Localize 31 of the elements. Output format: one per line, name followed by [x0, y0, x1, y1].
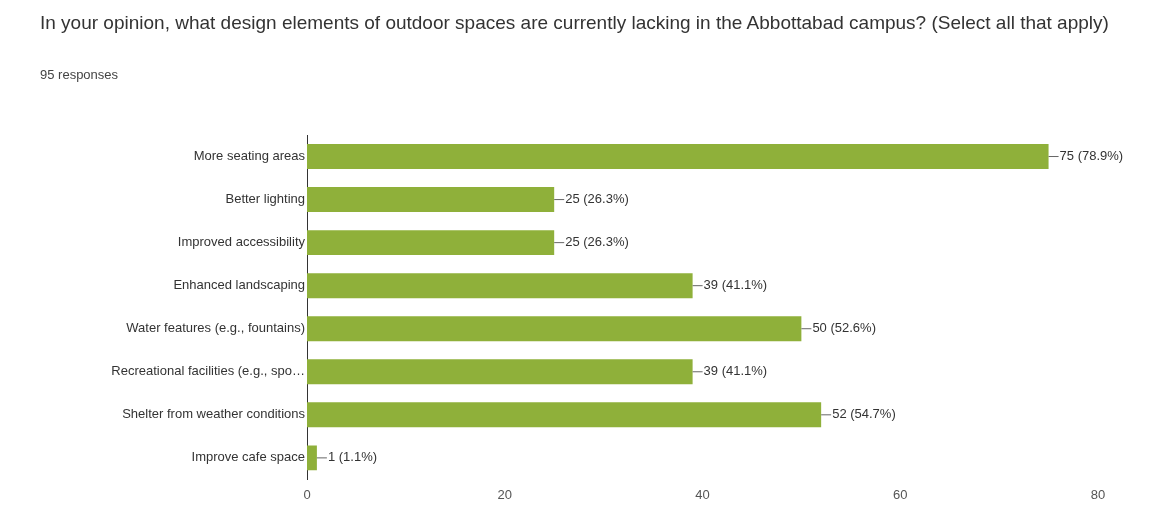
x-tick-label: 0	[303, 486, 311, 502]
bar	[307, 273, 693, 299]
bar	[307, 144, 1049, 170]
x-tick-label: 80	[1090, 486, 1106, 502]
data-label: 50 (52.6%)	[812, 320, 876, 336]
y-tick-label: Improved accessibility	[177, 234, 306, 250]
y-tick-label: Recreational facilities (e.g., spo…	[111, 363, 305, 379]
data-label: 39 (41.1%)	[703, 277, 768, 293]
y-tick-label: Improve cafe space	[191, 449, 305, 465]
x-tick-label: 20	[497, 486, 512, 502]
bar	[307, 316, 802, 342]
text: 95 responses	[40, 67, 119, 82]
x-tick-label: 60	[893, 486, 908, 502]
x-tick-label: 40	[695, 486, 710, 502]
y-tick-label: Better lighting	[225, 191, 305, 207]
y-tick-label: Shelter from weather conditions	[122, 406, 306, 422]
y-tick-label: Enhanced landscaping	[173, 277, 305, 293]
data-label: 75 (78.9%)	[1059, 148, 1124, 164]
data-label: 1 (1.1%)	[327, 449, 378, 465]
y-tick-label: More seating areas	[193, 148, 306, 164]
y-tick-label: Water features (e.g., fountains)	[126, 320, 305, 336]
bar	[307, 359, 693, 385]
bar	[307, 230, 555, 256]
data-label: 52 (54.7%)	[832, 406, 896, 422]
bar	[307, 445, 317, 471]
data-label: 25 (26.3%)	[565, 191, 629, 207]
chart-title: In your opinion, what design elements of outdoor spaces are currently lacking in the Abbottabad campus? (Select all that apply)	[40, 11, 1110, 35]
bar	[307, 402, 822, 428]
bar	[307, 187, 555, 213]
data-label: 39 (41.1%)	[703, 363, 768, 379]
data-label: 25 (26.3%)	[565, 234, 629, 250]
